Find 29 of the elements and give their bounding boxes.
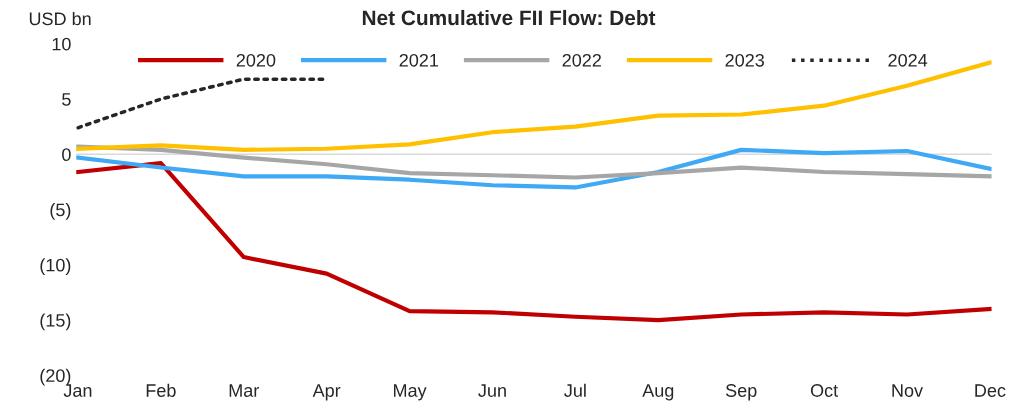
x-tick-label: Sep: [725, 384, 757, 401]
x-tick-label: Feb: [146, 383, 176, 397]
y-tick-label: (10): [40, 258, 71, 276]
y-tick-label: (5): [50, 203, 71, 220]
legend-label: 2020: [236, 53, 276, 67]
line-series: [76, 147, 992, 190]
x-tick-label: Aug: [642, 384, 674, 401]
y-tick-label: 5: [62, 93, 71, 106]
legend-label: 2024: [888, 53, 928, 67]
x-tick-label: Jan: [63, 384, 92, 397]
x-tick-label: Jul: [564, 383, 586, 397]
y-tick-label: 10: [52, 37, 71, 51]
y-tick-label: (20): [40, 368, 71, 386]
legend-label: 2022: [562, 53, 601, 67]
x-tick-label: May: [393, 384, 427, 401]
x-tick-label: Apr: [312, 384, 341, 401]
y-tick-label: 0: [62, 148, 71, 162]
legend-label: 2021: [399, 53, 439, 67]
x-tick-label: Oct: [810, 384, 839, 397]
y-axis-title: USD bn: [29, 11, 91, 26]
line-series: [76, 144, 992, 180]
x-tick-label: Jun: [478, 384, 506, 397]
y-tick-label: (15): [40, 313, 71, 331]
x-tick-label: Dec: [975, 384, 1006, 397]
line-series: [76, 161, 992, 323]
legend-label: 2023: [725, 53, 764, 67]
x-tick-label: Nov: [892, 384, 923, 397]
chart-title: Net Cumulative FII Flow: Debt: [362, 9, 656, 26]
x-tick-label: Mar: [229, 384, 259, 397]
